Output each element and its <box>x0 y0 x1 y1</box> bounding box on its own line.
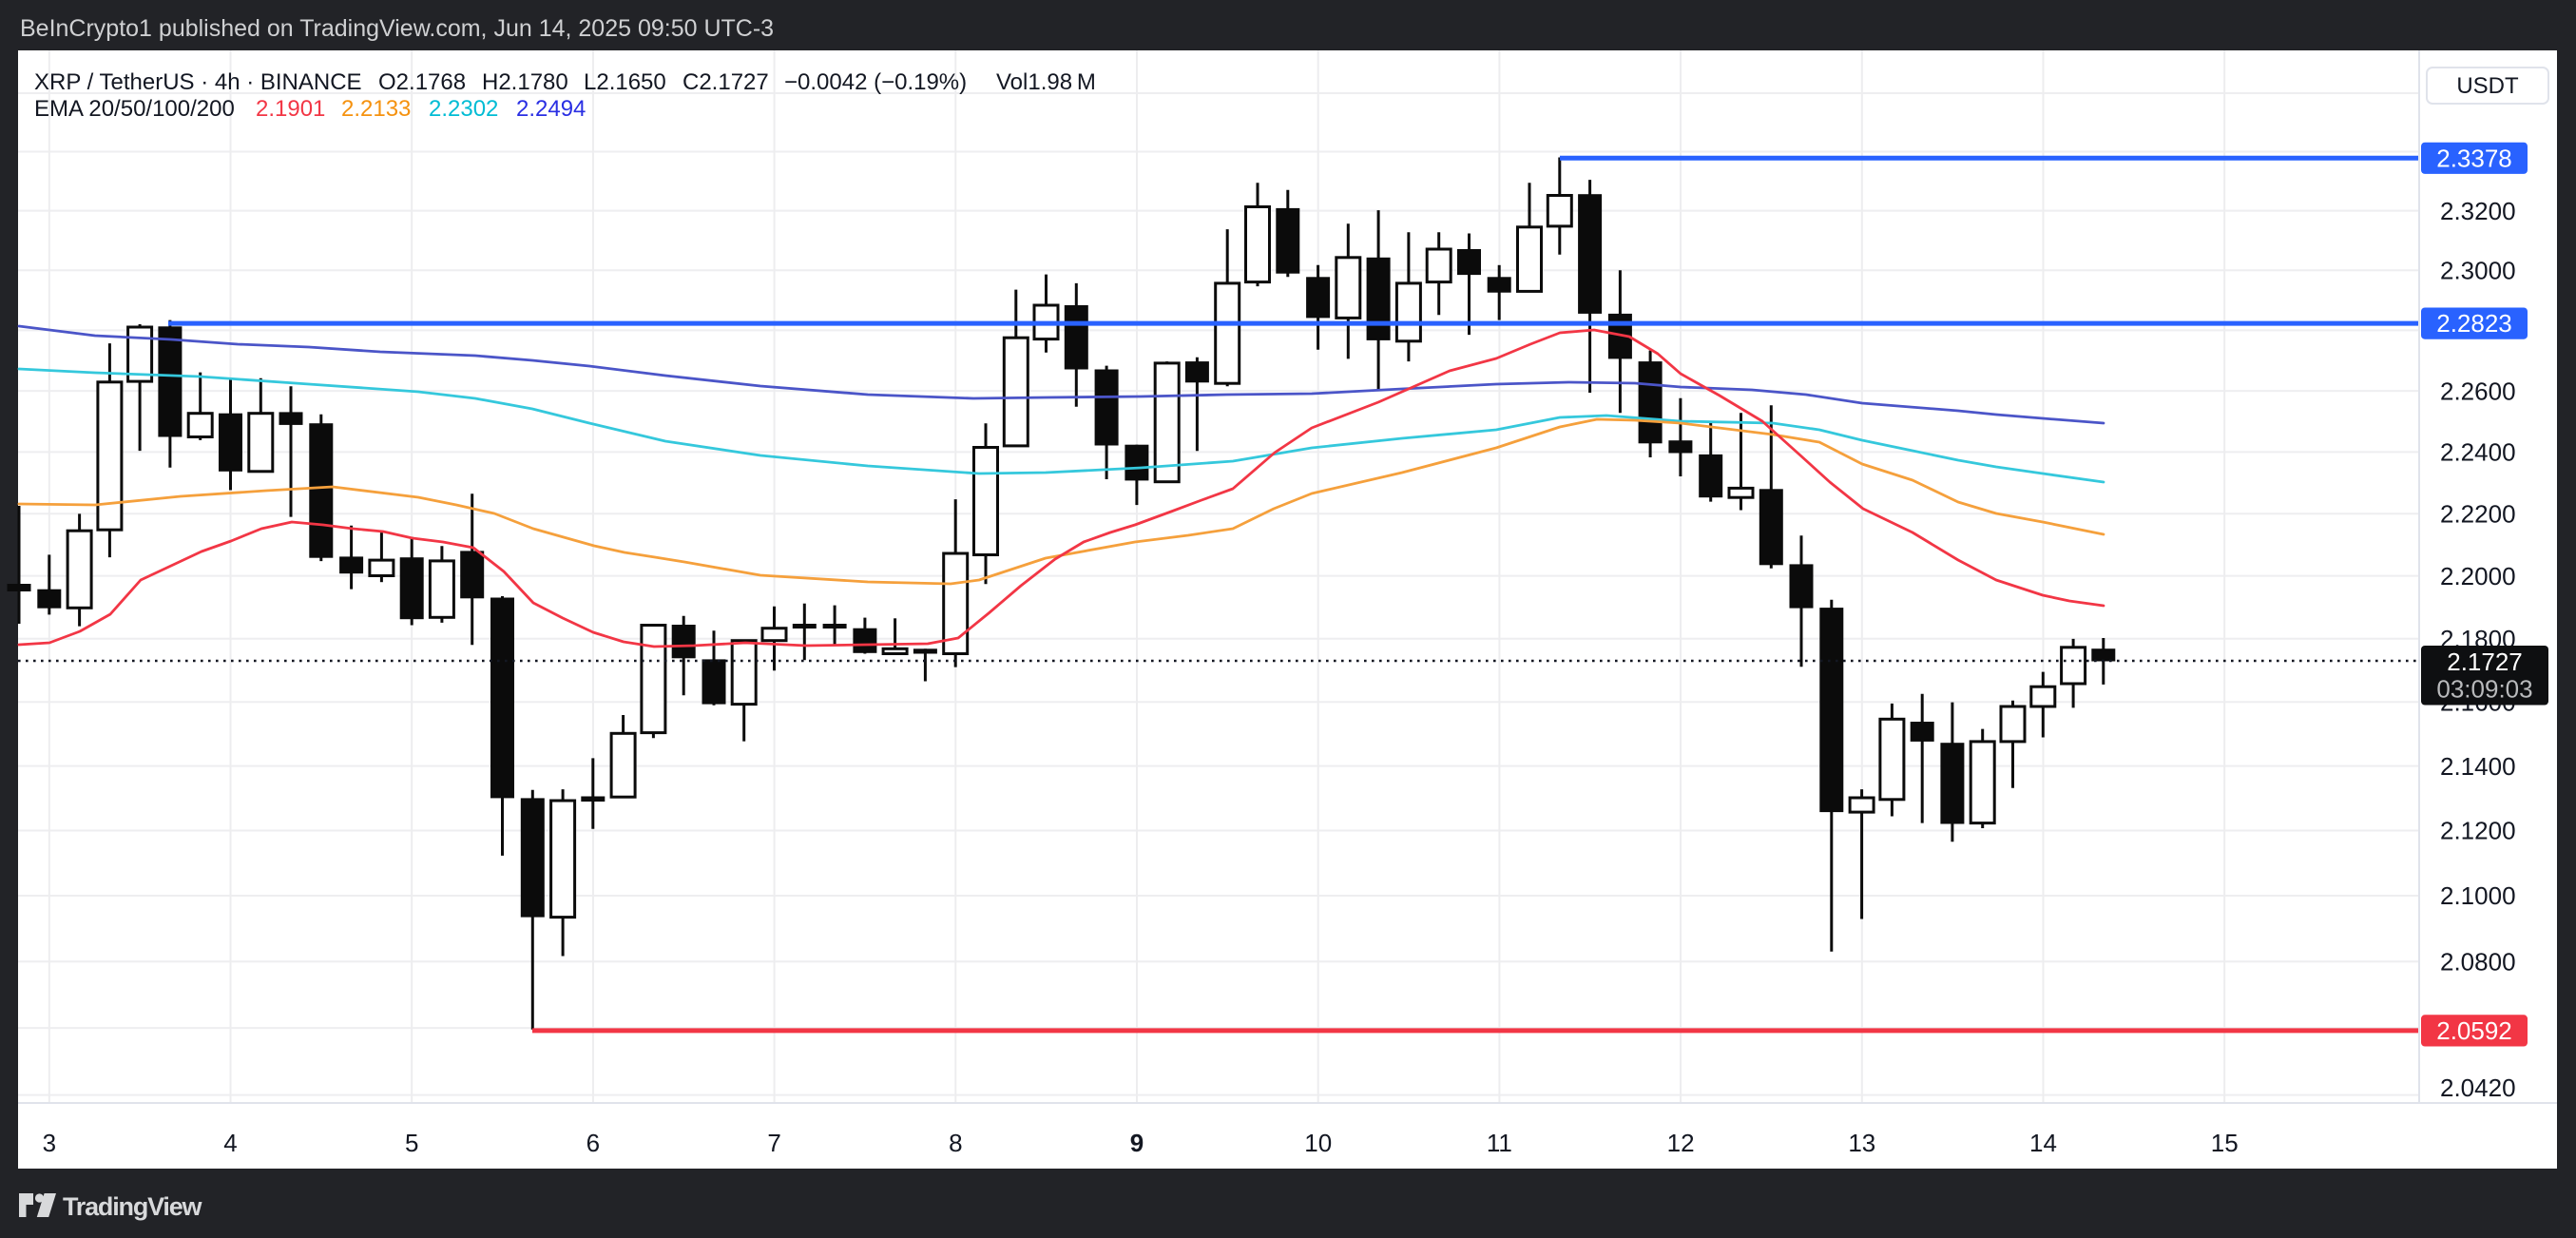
svg-text:2.1727: 2.1727 <box>2447 648 2523 676</box>
svg-text:5: 5 <box>405 1129 418 1157</box>
svg-text:C2.1727: C2.1727 <box>682 69 769 95</box>
svg-text:L2.1650: L2.1650 <box>584 69 666 95</box>
svg-text:2.0800: 2.0800 <box>2440 947 2516 976</box>
svg-text:15: 15 <box>2211 1129 2239 1157</box>
svg-text:−0.0042 (−0.19%): −0.0042 (−0.19%) <box>784 69 967 95</box>
svg-text:2.2494: 2.2494 <box>516 96 586 122</box>
svg-text:12: 12 <box>1667 1129 1695 1157</box>
svg-text:4: 4 <box>223 1129 237 1157</box>
svg-text:2.0420: 2.0420 <box>2440 1074 2516 1102</box>
svg-text:2.3200: 2.3200 <box>2440 197 2516 225</box>
svg-text:2.1200: 2.1200 <box>2440 817 2516 845</box>
svg-text:11: 11 <box>1487 1129 1512 1157</box>
svg-text:USDT: USDT <box>2456 73 2519 99</box>
svg-text:2.1400: 2.1400 <box>2440 752 2516 781</box>
svg-text:2.3378: 2.3378 <box>2436 144 2512 172</box>
svg-text:2.2600: 2.2600 <box>2440 377 2516 405</box>
svg-text:8: 8 <box>949 1129 962 1157</box>
svg-text:XRP / TetherUS · 4h · BINANCE: XRP / TetherUS · 4h · BINANCE <box>34 69 362 95</box>
svg-text:Vol1.98 M: Vol1.98 M <box>996 69 1096 95</box>
svg-text:2.2400: 2.2400 <box>2440 438 2516 467</box>
svg-text:3: 3 <box>43 1129 56 1157</box>
svg-text:2.2133: 2.2133 <box>341 96 411 122</box>
svg-text:2.2200: 2.2200 <box>2440 499 2516 528</box>
svg-text:TradingView: TradingView <box>63 1192 203 1221</box>
svg-text:2.1000: 2.1000 <box>2440 881 2516 910</box>
svg-text:2.3000: 2.3000 <box>2440 256 2516 284</box>
svg-text:BeInCrypto1 published on Tradi: BeInCrypto1 published on TradingView.com… <box>20 15 774 42</box>
svg-text:2.2302: 2.2302 <box>429 96 498 122</box>
svg-text:9: 9 <box>1130 1129 1144 1157</box>
svg-text:2.2823: 2.2823 <box>2436 309 2512 338</box>
svg-text:2.1901: 2.1901 <box>256 96 325 122</box>
svg-text:03:09:03: 03:09:03 <box>2436 675 2532 704</box>
svg-text:H2.1780: H2.1780 <box>482 69 568 95</box>
svg-text:O2.1768: O2.1768 <box>378 69 466 95</box>
svg-text:7: 7 <box>767 1129 780 1157</box>
svg-text:2.2000: 2.2000 <box>2440 562 2516 590</box>
svg-text:13: 13 <box>1848 1129 1875 1157</box>
svg-text:EMA 20/50/100/200: EMA 20/50/100/200 <box>34 96 235 122</box>
svg-text:2.0592: 2.0592 <box>2436 1016 2512 1045</box>
svg-text:10: 10 <box>1304 1129 1332 1157</box>
svg-text:6: 6 <box>586 1129 600 1157</box>
svg-text:14: 14 <box>2029 1129 2057 1157</box>
